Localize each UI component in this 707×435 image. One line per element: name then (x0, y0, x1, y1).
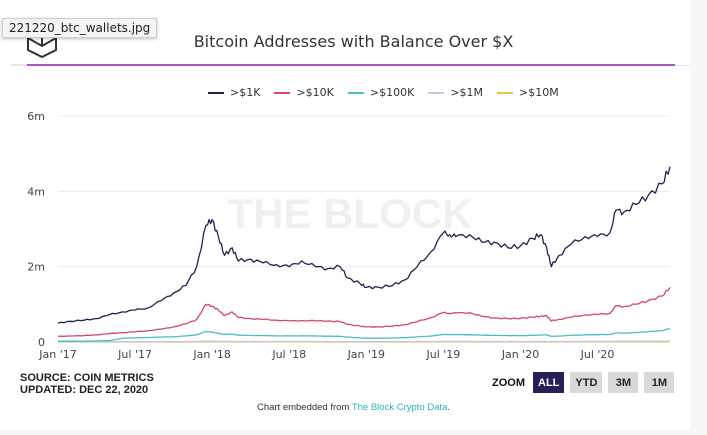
x-axis: Jan '17 Jul '17 Jan '18 Jul '18 Jan '19 Jul '… (38, 348, 614, 361)
page-margin-right (690, 0, 707, 435)
zoom-controls: ZOOM ALL YTD 3M 1M (492, 372, 675, 393)
x-tick-label: Jul '17 (117, 348, 152, 361)
x-tick-label: Jan '20 (501, 348, 539, 361)
embed-credit: Chart embedded from The Block Crypto Dat… (0, 402, 707, 413)
legend-item-1m[interactable]: >$1M (428, 86, 483, 99)
chart-title: Bitcoin Addresses with Balance Over $X (193, 32, 514, 51)
title-divider-left (11, 64, 27, 66)
embed-suffix: . (447, 402, 451, 413)
legend-swatch (428, 91, 445, 94)
series-line-10k[interactable] (57, 287, 671, 338)
y-tick-label: 2m (27, 261, 45, 274)
series-lines (57, 166, 671, 343)
zoom-all-button[interactable]: ALL (533, 372, 565, 393)
zoom-ytd-button[interactable]: YTD (570, 372, 603, 393)
the-block-crypto-data-link[interactable]: The Block Crypto Data (351, 402, 448, 413)
series-line-100k[interactable] (58, 327, 671, 342)
legend-label: >$100K (369, 86, 415, 99)
series-line-1k[interactable] (57, 166, 671, 324)
source-label: SOURCE: COIN METRICS (20, 372, 154, 384)
title-divider (27, 64, 675, 66)
x-tick-label: Jan '19 (347, 348, 385, 361)
legend-label: >$1K (230, 86, 261, 99)
legend-item-100k[interactable]: >$100K (347, 86, 415, 99)
zoom-label: ZOOM (492, 376, 525, 389)
legend-item-1k[interactable]: >$1K (208, 86, 260, 99)
y-tick-label: 6m (27, 110, 45, 123)
filename-tooltip: 221220_btc_wallets.jpg (2, 18, 158, 38)
legend-swatch (208, 91, 224, 94)
x-tick-label: Jul '18 (271, 348, 306, 361)
legend-swatch (497, 91, 514, 94)
embed-prefix: Chart embedded from (256, 402, 352, 413)
x-tick-label: Jan '18 (192, 348, 230, 361)
x-tick-label: Jul '20 (580, 348, 615, 361)
page-margin-bottom (0, 430, 707, 435)
y-axis: 0 2m 4m 6m (27, 110, 45, 349)
legend-swatch (274, 91, 291, 94)
updated-label: UPDATED: DEC 22, 2020 (20, 384, 149, 396)
zoom-3m-button[interactable]: 3M (608, 372, 639, 393)
legend-item-10k[interactable]: >$10K (274, 86, 334, 99)
y-tick-label: 0 (38, 336, 45, 349)
series-line-1m[interactable] (58, 340, 671, 343)
chart-legend: >$1K >$10K >$100K >$1M >$10M (208, 86, 559, 99)
zoom-1m-button[interactable]: 1M (644, 372, 675, 393)
legend-item-10m[interactable]: >$10M (497, 86, 559, 99)
source-note: SOURCE: COIN METRICS UPDATED: DEC 22, 20… (20, 372, 154, 396)
legend-swatch (347, 91, 364, 94)
y-tick-label: 4m (27, 185, 45, 198)
legend-label: >$1M (450, 86, 484, 99)
watermark: THE BLOCK (228, 190, 473, 237)
x-tick-label: Jan '17 (38, 348, 76, 361)
x-tick-label: Jul '19 (425, 348, 460, 361)
title-divider-right (675, 65, 690, 66)
legend-label: >$10M (519, 86, 559, 99)
legend-label: >$10K (296, 86, 334, 99)
